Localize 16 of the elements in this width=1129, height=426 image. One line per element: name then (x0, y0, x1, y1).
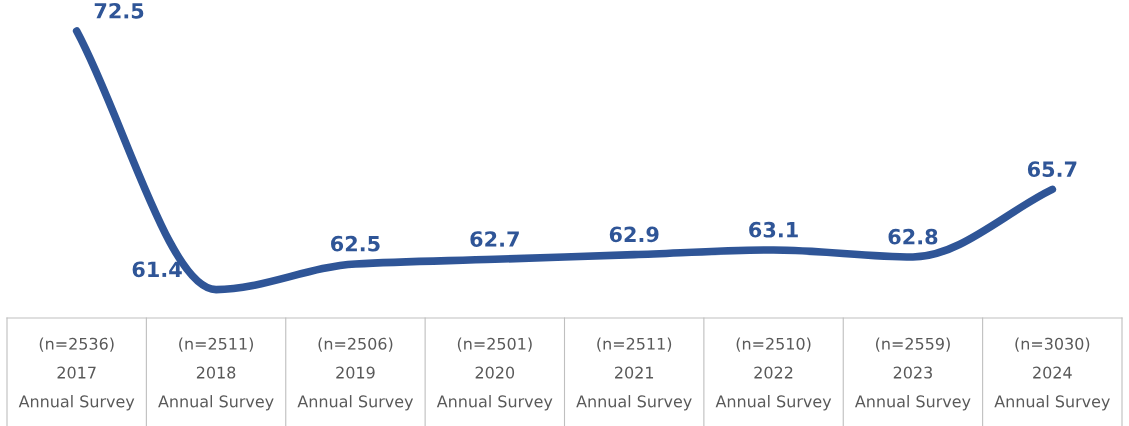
x-tick-label: (n=2501) 2020 Annual Survey (436, 337, 553, 411)
data-label: 62.8 (888, 228, 938, 245)
x-tick-label: (n=2506) 2019 Annual Survey (297, 337, 414, 411)
x-tick-label: (n=2510) 2022 Annual Survey (715, 337, 832, 411)
data-label: 62.7 (470, 231, 519, 247)
data-label: 72.5 (94, 2, 144, 19)
x-tick-label: (n=2536) 2017 Annual Survey (18, 337, 135, 411)
x-tick-label: (n=3030) 2024 Annual Survey (994, 337, 1110, 411)
data-label: 62.9 (609, 226, 659, 243)
data-label: 63.1 (749, 221, 798, 238)
x-tick-label: (n=2511) 2018 Annual Survey (158, 337, 274, 411)
x-tick-label: (n=2511) 2021 Annual Survey (576, 337, 692, 411)
data-label: 62.5 (331, 235, 380, 252)
data-label: 61.4 (132, 261, 182, 278)
data-label: 65.7 (1027, 161, 1077, 178)
x-tick-label: (n=2559) 2023 Annual Survey (854, 337, 971, 411)
